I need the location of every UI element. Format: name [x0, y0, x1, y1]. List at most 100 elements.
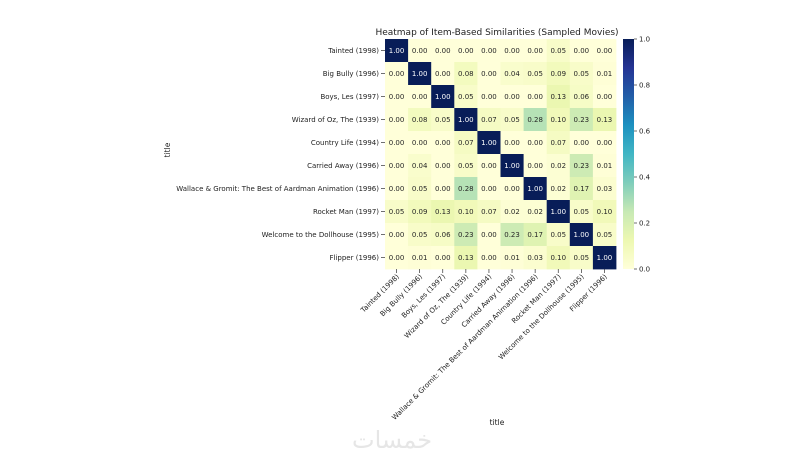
cell-value-label: 0.01 — [504, 254, 520, 262]
cell-value-label: 0.10 — [458, 208, 474, 216]
heatmap-cell — [592, 85, 617, 109]
cell-value-label: 0.05 — [597, 231, 613, 239]
colorbar-tick-label: 0.8 — [639, 82, 650, 90]
heatmap-cell — [523, 62, 548, 86]
cell-value-label: 0.00 — [597, 93, 613, 101]
heatmap-cell — [592, 223, 617, 247]
cell-value-label: 0.01 — [597, 70, 613, 78]
cell-value-label: 0.00 — [481, 47, 497, 55]
heatmap-cell — [454, 154, 478, 178]
cell-value-label: 0.28 — [527, 116, 543, 124]
cell-value-label: 0.00 — [574, 139, 590, 147]
cell-value-label: 0.13 — [597, 116, 613, 124]
cell-value-label: 0.00 — [597, 139, 613, 147]
y-tick-label: Big Bully (1996) — [323, 70, 379, 78]
heatmap-cell — [523, 85, 548, 109]
cell-value-label: 0.05 — [412, 231, 428, 239]
y-tick-label: Country Life (1994) — [311, 139, 379, 147]
heatmap-cell — [454, 62, 478, 86]
y-tick-label: Wallace & Gromit: The Best of Aardman An… — [176, 185, 379, 193]
cell-value-label: 0.02 — [550, 162, 566, 170]
heatmap-cell — [546, 131, 571, 155]
cell-value-label: 0.00 — [389, 70, 405, 78]
cell-value-label: 0.01 — [412, 254, 428, 262]
heatmap-cell — [408, 39, 432, 63]
cell-value-label: 0.00 — [527, 162, 543, 170]
y-tick-label: Boys, Les (1997) — [320, 93, 379, 101]
heatmap-cell — [385, 85, 409, 109]
heatmap-cell — [546, 85, 571, 109]
heatmap-cell — [408, 177, 432, 201]
cell-value-label: 0.23 — [504, 231, 520, 239]
heatmap-cell — [408, 108, 432, 132]
watermark-logo: خمسات — [352, 426, 433, 454]
colorbar-tick-label: 0.2 — [639, 220, 650, 228]
cell-value-label: 0.07 — [458, 139, 474, 147]
heatmap-cell — [408, 131, 432, 155]
heatmap-cell — [500, 154, 524, 178]
cell-value-label: 0.05 — [458, 162, 474, 170]
heatmap-cell — [431, 39, 455, 63]
heatmap-cell — [569, 131, 594, 155]
heatmap-cell — [592, 131, 617, 155]
cell-value-label: 0.09 — [412, 208, 428, 216]
cell-value-label: 0.00 — [481, 93, 497, 101]
y-tick-label: Welcome to the Dollhouse (1995) — [262, 231, 380, 239]
heatmap-cell — [500, 246, 524, 270]
chart-title: Heatmap of Item-Based Similarities (Samp… — [375, 28, 618, 38]
cell-value-label: 0.00 — [389, 162, 405, 170]
heatmap-cell — [431, 108, 455, 132]
cell-value-label: 1.00 — [597, 254, 613, 262]
cell-value-label: 0.07 — [550, 139, 566, 147]
cell-value-label: 0.00 — [527, 47, 543, 55]
heatmap-cell — [546, 108, 571, 132]
cell-value-label: 0.00 — [504, 185, 520, 193]
heatmap-cell — [408, 246, 432, 270]
heatmap-cell — [454, 39, 478, 63]
cell-value-label: 1.00 — [481, 139, 497, 147]
x-tick-label: Big Bully (1996) — [379, 273, 425, 319]
heatmap-cell — [477, 39, 501, 63]
colorbar-tick-label: 0.0 — [639, 266, 650, 274]
heatmap-cell — [408, 85, 432, 109]
cell-value-label: 1.00 — [458, 116, 474, 124]
cell-value-label: 0.23 — [458, 231, 474, 239]
heatmap-cell — [477, 131, 501, 155]
cell-value-label: 0.05 — [435, 116, 451, 124]
y-tick-label: Carried Away (1996) — [307, 162, 379, 170]
heatmap-cell — [454, 223, 478, 247]
heatmap-cell — [477, 108, 501, 132]
heatmap-cell — [569, 154, 594, 178]
x-axis-label: title — [490, 418, 505, 427]
cell-value-label: 0.13 — [458, 254, 474, 262]
cell-value-label: 0.00 — [389, 185, 405, 193]
cell-value-label: 0.02 — [527, 208, 543, 216]
heatmap-cell — [385, 154, 409, 178]
y-tick-labels: Tainted (1998) Big Bully (1996) Boys, Les … — [176, 47, 385, 262]
heatmap-cell — [454, 131, 478, 155]
cell-value-label: 0.04 — [504, 70, 520, 78]
heatmap-cell — [385, 108, 409, 132]
heatmap-cell — [385, 223, 409, 247]
y-tick-label: Flipper (1996) — [330, 254, 380, 262]
heatmap-cell — [431, 200, 455, 224]
cell-value-label: 0.17 — [574, 185, 590, 193]
heatmap-cells: 1.00 0.00 0.00 0.00 0.00 0.00 0.00 0.05 0.00 0.00… — [385, 39, 617, 270]
cell-value-label: 0.05 — [504, 116, 520, 124]
cell-value-label: 1.00 — [389, 47, 405, 55]
heatmap-cell — [523, 246, 548, 270]
cell-value-label: 1.00 — [412, 70, 428, 78]
heatmap-cell — [592, 108, 617, 132]
cell-value-label: 0.05 — [389, 208, 405, 216]
heatmap-cell — [546, 62, 571, 86]
heatmap-cell — [477, 62, 501, 86]
heatmap-cell — [454, 200, 478, 224]
cell-value-label: 0.17 — [527, 231, 543, 239]
colorbar-tick-label: 1.0 — [639, 36, 650, 44]
cell-value-label: 0.03 — [597, 185, 613, 193]
y-tick-label: Tainted (1998) — [327, 47, 379, 55]
cell-value-label: 0.00 — [389, 116, 405, 124]
cell-value-label: 0.00 — [435, 185, 451, 193]
y-tick-label: Rocket Man (1997) — [313, 208, 379, 216]
